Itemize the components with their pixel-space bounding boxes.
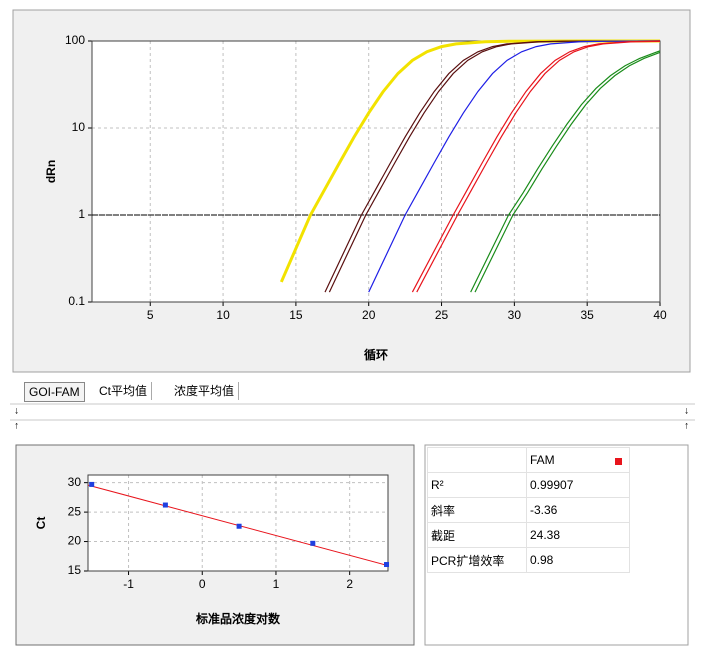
value-cell: 0.99907	[526, 472, 630, 498]
value-cell: 0.98	[526, 547, 630, 573]
tab[interactable]: GOI-FAM	[24, 382, 85, 402]
x-tick-label: -1	[123, 577, 134, 591]
y-tick-label: 100	[65, 33, 85, 47]
cell: FAM	[526, 447, 630, 473]
x-tick-label: 40	[653, 308, 667, 322]
amplification-curve	[279, 39, 660, 283]
point	[162, 502, 168, 508]
amplification-curve	[416, 40, 661, 293]
y-tick-label: 15	[68, 563, 82, 577]
y-axis-label: dRn	[44, 160, 58, 183]
x-axis-label: 标准品浓度对数	[195, 611, 281, 626]
y-tick-label: 10	[72, 120, 86, 134]
x-tick-label: 15	[289, 308, 303, 322]
y-tick-label: 25	[68, 504, 82, 518]
tab[interactable]: 浓度平均值	[170, 382, 240, 400]
arrow: ↓	[684, 406, 689, 417]
amplification-curve	[474, 51, 661, 293]
plot-frame	[87, 474, 389, 572]
tab[interactable]: Ct平均值	[95, 382, 153, 400]
label-cell: PCR扩增效率	[427, 547, 527, 573]
plot-area	[92, 41, 660, 302]
label-cell: R²	[427, 472, 527, 498]
value-cell: 24.38	[526, 522, 630, 548]
x-tick-label: 25	[435, 308, 449, 322]
arrow: ↓	[14, 406, 19, 417]
amplification-curve	[470, 50, 661, 293]
y-tick-label: 20	[68, 534, 82, 548]
y-axis-label: Ct	[34, 517, 48, 530]
amplification-curve	[411, 40, 661, 293]
x-tick-label: 0	[199, 577, 206, 591]
y-tick-label: 30	[68, 475, 82, 489]
label-cell: 斜率	[427, 497, 527, 523]
color-marker	[615, 458, 622, 465]
amplification-curve	[328, 40, 661, 293]
point	[310, 540, 316, 546]
x-tick-label: 35	[580, 308, 594, 322]
header: FAM	[530, 453, 555, 467]
x-axis-label: 循环	[364, 347, 388, 362]
x-tick-label: 20	[362, 308, 376, 322]
y-tick-label: 1	[78, 207, 85, 221]
stats-table: FAM R² 0.99907 斜率 -3.36 截距 24.38 PCR扩增效率 0.98	[427, 447, 630, 573]
arrow: ↑	[684, 421, 689, 432]
y-tick-label: 0.1	[68, 294, 85, 308]
amplification-curve	[368, 40, 661, 293]
cell	[427, 447, 527, 473]
label-cell: 截距	[427, 522, 527, 548]
plot-frame	[91, 40, 661, 303]
point	[89, 481, 95, 487]
arrow: ↑	[14, 421, 19, 432]
x-tick-label: 5	[147, 308, 154, 322]
value-cell: -3.36	[526, 497, 630, 523]
point	[384, 562, 390, 568]
x-tick-label: 10	[216, 308, 230, 322]
plot-area	[88, 475, 388, 571]
x-tick-label: 30	[508, 308, 522, 322]
x-tick-label: 2	[346, 577, 353, 591]
x-tick-label: 1	[273, 577, 280, 591]
point	[236, 523, 242, 529]
